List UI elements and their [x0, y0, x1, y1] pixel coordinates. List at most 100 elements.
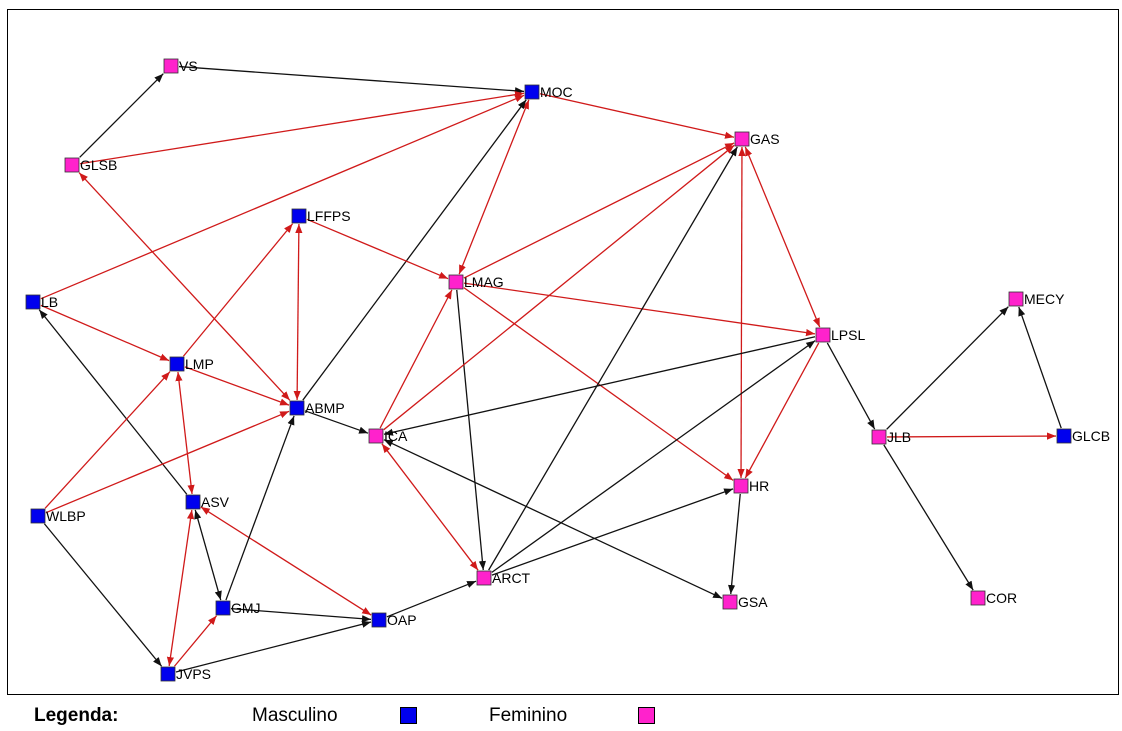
edge-asv-lb	[38, 309, 188, 495]
node-lmag: LMAG	[448, 274, 504, 290]
node-lmp: LMP	[169, 356, 214, 372]
node-square	[448, 274, 464, 290]
node-label: ARCT	[492, 570, 531, 586]
node-jlb: JLB	[871, 429, 911, 445]
edge-lpsl-hr	[744, 342, 820, 479]
legend-title: Legenda:	[34, 705, 119, 726]
edge-jlb-cor	[883, 444, 974, 591]
node-label: HR	[749, 478, 769, 494]
edge-lmag-lpsl	[463, 282, 816, 337]
edge-wlbp-abmp	[45, 410, 290, 514]
node-square	[30, 508, 46, 524]
node-oap: OAP	[371, 612, 417, 628]
node-square	[160, 666, 176, 682]
node-label: LFFPS	[307, 208, 351, 224]
edge-jlb-glcb	[886, 432, 1057, 440]
edge-ica-gsa	[383, 439, 723, 599]
node-vs: VS	[163, 58, 198, 74]
node-hr: HR	[733, 478, 769, 494]
edge-jlb-mecy	[886, 306, 1009, 430]
nodes-layer: VS MOC GAS GLSB LFFPS LMAG LB MECY LPSL LMP ABMP IC…	[25, 58, 1110, 682]
node-label: MOC	[540, 84, 573, 100]
node-label: GLSB	[80, 157, 117, 173]
node-label: GLCB	[1072, 428, 1110, 444]
node-label: WLBP	[46, 508, 86, 524]
edge-vs-moc	[178, 65, 525, 95]
node-lb: LB	[25, 294, 58, 310]
edge-wlbp-lmp	[44, 371, 171, 509]
node-lpsl: LPSL	[815, 327, 865, 343]
edge-lpsl-ica	[383, 336, 816, 436]
node-glcb: GLCB	[1056, 428, 1110, 444]
edge-lpsl-jlb	[826, 342, 876, 430]
node-square	[169, 356, 185, 372]
edge-arct-lpsl	[491, 340, 816, 573]
node-label: VS	[179, 58, 198, 74]
edge-gas-hr	[737, 146, 746, 479]
legend-male-label: Masculino	[252, 705, 338, 726]
node-glsb: GLSB	[64, 157, 117, 173]
edge-lmp-lffps	[182, 223, 294, 357]
edge-ica-gas	[383, 144, 735, 431]
node-square	[970, 590, 986, 606]
edge-lb-moc	[40, 94, 525, 300]
node-square	[871, 429, 887, 445]
node-asv: ASV	[185, 494, 230, 510]
node-label: LMP	[185, 356, 214, 372]
node-label: MECY	[1024, 291, 1065, 307]
legend: Legenda: Masculino Feminino	[34, 705, 734, 729]
network-diagram-frame: VS MOC GAS GLSB LFFPS LMAG LB MECY LPSL LMP ABMP IC…	[7, 9, 1119, 695]
edge-abmp-ica	[304, 410, 369, 434]
edge-glsb-vs	[79, 73, 164, 158]
edge-gas-lpsl	[744, 146, 821, 328]
edge-jvps-gmj	[173, 615, 218, 667]
node-label: LPSL	[831, 327, 865, 343]
node-square	[215, 600, 231, 616]
node-square	[185, 494, 201, 510]
node-square	[64, 157, 80, 173]
node-abmp: ABMP	[289, 400, 345, 416]
network-graph: VS MOC GAS GLSB LFFPS LMAG LB MECY LPSL LMP ABMP IC…	[25, 58, 1110, 682]
edge-lmp-asv	[175, 371, 195, 495]
legend-male-swatch	[400, 707, 417, 724]
node-label: ASV	[201, 494, 230, 510]
edge-lmag-moc	[458, 99, 530, 275]
edges-layer	[38, 65, 1062, 673]
edge-gmj-abmp	[225, 415, 295, 601]
node-square	[1008, 291, 1024, 307]
edge-moc-gas	[539, 93, 735, 139]
edge-lffps-abmp	[293, 223, 303, 401]
node-label: ICA	[384, 428, 408, 444]
edge-lffps-lmag	[306, 218, 449, 280]
node-label: LMAG	[464, 274, 504, 290]
edge-glcb-mecy	[1018, 306, 1062, 429]
edge-wlbp-jvps	[43, 523, 163, 667]
node-lffps: LFFPS	[291, 208, 351, 224]
node-gmj: GMJ	[215, 600, 261, 616]
node-wlbp: WLBP	[30, 508, 86, 524]
node-label: COR	[986, 590, 1017, 606]
edge-glsb-abmp	[78, 172, 291, 401]
edge-jvps-oap	[175, 620, 372, 673]
node-mecy: MECY	[1008, 291, 1065, 307]
node-arct: ARCT	[476, 570, 531, 586]
node-square	[368, 428, 384, 444]
legend-female-label: Feminino	[489, 705, 568, 726]
node-label: JVPS	[176, 666, 211, 682]
node-square	[25, 294, 41, 310]
edge-oap-arct	[386, 580, 477, 618]
node-label: OAP	[387, 612, 417, 628]
node-label: GAS	[750, 131, 780, 147]
node-gas: GAS	[734, 131, 780, 147]
node-moc: MOC	[524, 84, 573, 100]
edge-ica-lmag	[379, 289, 453, 429]
legend-female-swatch	[638, 707, 655, 724]
node-label: ABMP	[305, 400, 345, 416]
node-square	[163, 58, 179, 74]
node-square	[722, 594, 738, 610]
edge-lmag-arct	[456, 289, 486, 571]
node-gsa: GSA	[722, 594, 768, 610]
node-square	[371, 612, 387, 628]
edge-lb-lmp	[40, 304, 170, 362]
edge-hr-gsa	[728, 493, 741, 595]
